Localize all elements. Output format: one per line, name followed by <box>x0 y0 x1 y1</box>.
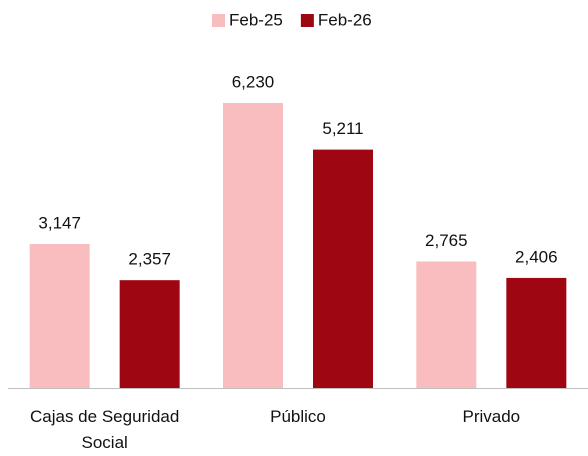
legend-swatch <box>212 14 225 27</box>
data-label: 2,357 <box>128 250 171 269</box>
legend-label: Feb-25 <box>229 10 283 29</box>
x-tick-label: Cajas de Seguridad Social <box>30 407 180 452</box>
bar <box>223 103 283 388</box>
legend-label: Feb-26 <box>318 10 372 29</box>
data-label: 6,230 <box>232 72 275 91</box>
bar <box>506 277 567 388</box>
bar <box>29 244 90 388</box>
data-label: 2,765 <box>425 231 468 250</box>
data-label: 2,406 <box>515 247 558 266</box>
x-tick-label: Público <box>270 407 326 426</box>
legend-swatch <box>300 14 314 27</box>
x-tick-label: Privado <box>462 407 521 426</box>
data-label: 3,147 <box>38 214 81 233</box>
bar <box>416 261 477 388</box>
bar <box>119 280 180 388</box>
bar <box>313 149 373 388</box>
data-label: 5,211 <box>322 119 363 138</box>
